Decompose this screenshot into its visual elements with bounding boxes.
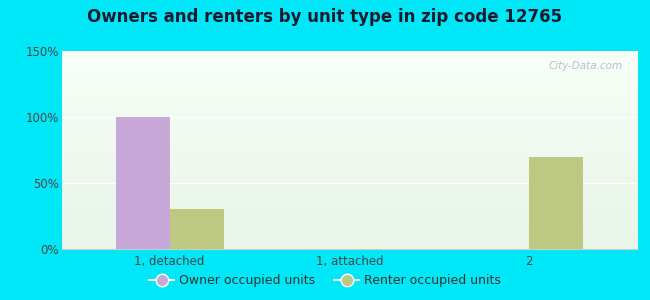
- Legend: Owner occupied units, Renter occupied units: Owner occupied units, Renter occupied un…: [144, 269, 506, 292]
- Bar: [529, 157, 583, 249]
- Bar: [170, 209, 224, 249]
- Bar: [116, 117, 170, 249]
- Text: Owners and renters by unit type in zip code 12765: Owners and renters by unit type in zip c…: [88, 8, 562, 26]
- Text: City-Data.com: City-Data.com: [549, 61, 623, 71]
